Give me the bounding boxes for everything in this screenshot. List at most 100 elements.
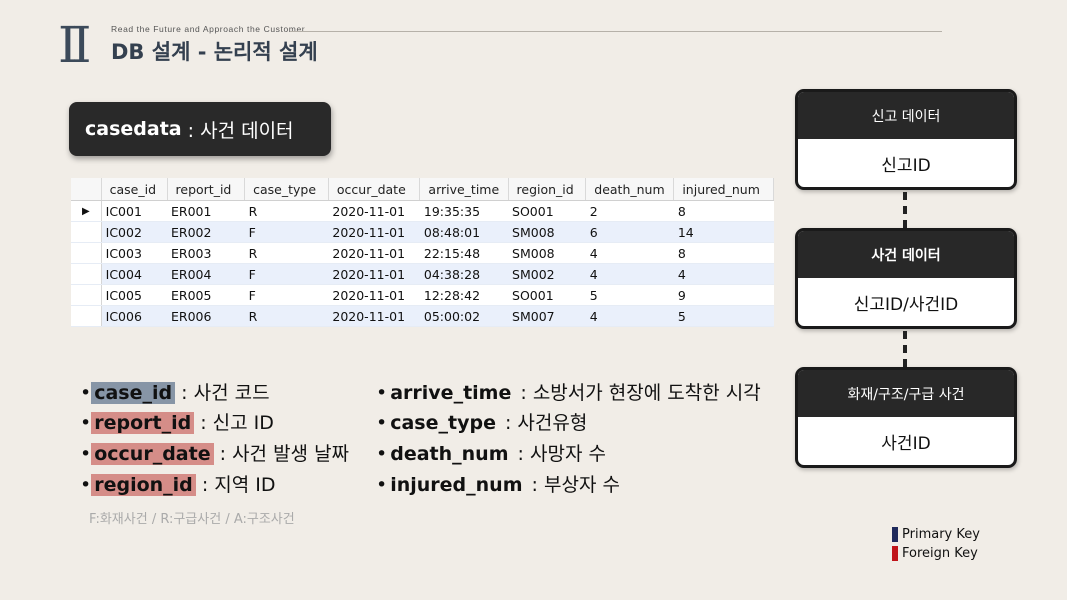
table-row[interactable]: IC006 ER006 R 2020-11-01 05:00:02 SM007 … <box>71 305 774 327</box>
cell[interactable]: 05:00:02 <box>419 305 509 327</box>
row-indicator <box>71 284 102 306</box>
bullet-desc: : 사건 발생 날짜 <box>213 443 350 465</box>
row-indicator <box>71 221 102 243</box>
row-indicator <box>71 242 102 264</box>
entity-key: 사건ID <box>881 433 931 454</box>
bullet-dot: • <box>80 443 92 465</box>
cell[interactable]: F <box>244 284 329 306</box>
row-indicator <box>71 305 102 327</box>
column-header[interactable]: case_id <box>101 178 168 201</box>
cell[interactable]: 8 <box>673 200 774 222</box>
cell[interactable]: 2020-11-01 <box>328 284 420 306</box>
cell[interactable]: 8 <box>673 242 774 264</box>
page-title: DB 설계 - 논리적 설계 <box>111 40 318 64</box>
cell[interactable]: 14 <box>673 221 774 243</box>
cell[interactable]: 2020-11-01 <box>328 242 420 264</box>
cell[interactable]: 4 <box>585 242 674 264</box>
table-row[interactable]: ▶ IC001 ER001 R 2020-11-01 19:35:35 SO00… <box>71 200 774 222</box>
bullet-desc: : 사건유형 <box>498 412 588 434</box>
cell[interactable]: 5 <box>585 284 674 306</box>
cell[interactable]: ER002 <box>167 221 245 243</box>
cell[interactable]: 4 <box>585 305 674 327</box>
cell[interactable]: 04:38:28 <box>419 263 509 285</box>
cell[interactable]: F <box>244 263 329 285</box>
cell[interactable]: 2020-11-01 <box>328 263 420 285</box>
entity-case-data: 사건 데이터 신고ID/사건ID <box>795 228 1017 329</box>
cell[interactable]: ER006 <box>167 305 245 327</box>
bullet-item: • case_id : 사건 코드 <box>80 378 270 408</box>
bullet-item: • region_id : 지역 ID <box>80 470 276 500</box>
cell[interactable]: SM008 <box>508 242 586 264</box>
cell[interactable]: 9 <box>673 284 774 306</box>
result-grid[interactable]: case_id report_id case_type occur_date a… <box>71 178 774 327</box>
bullet-desc: : 사망자 수 <box>511 443 606 465</box>
table-row[interactable]: IC005 ER005 F 2020-11-01 12:28:42 SO001 … <box>71 284 774 306</box>
cell[interactable]: SO001 <box>508 284 586 306</box>
cell[interactable]: ER003 <box>167 242 245 264</box>
column-header[interactable]: case_type <box>244 178 329 201</box>
cell[interactable]: 2020-11-01 <box>328 200 420 222</box>
cell[interactable]: 2020-11-01 <box>328 305 420 327</box>
cell[interactable]: R <box>244 200 329 222</box>
column-header[interactable]: region_id <box>508 178 587 201</box>
relationship-line <box>903 192 907 228</box>
table-row[interactable]: IC004 ER004 F 2020-11-01 04:38:28 SM002 … <box>71 263 774 285</box>
cell[interactable]: IC004 <box>101 263 168 285</box>
cell[interactable]: 22:15:48 <box>419 242 509 264</box>
bullet-dot: • <box>80 382 92 404</box>
entity-header: 신고 데이터 <box>798 92 1014 139</box>
case-type-note: F:화재사건 / R:구급사건 / A:구조사건 <box>89 512 295 527</box>
cell[interactable]: 08:48:01 <box>419 221 509 243</box>
foreign-key-label: region_id <box>91 474 196 496</box>
column-header[interactable]: occur_date <box>328 178 421 201</box>
cell[interactable]: SM008 <box>508 221 586 243</box>
cell[interactable]: 5 <box>673 305 774 327</box>
cell[interactable]: 19:35:35 <box>419 200 509 222</box>
table-row[interactable]: IC002 ER002 F 2020-11-01 08:48:01 SM008 … <box>71 221 774 243</box>
cell[interactable]: SM007 <box>508 305 586 327</box>
cell[interactable]: R <box>244 305 329 327</box>
cell[interactable]: IC001 <box>101 200 168 222</box>
entity-key: 신고ID <box>881 155 931 176</box>
column-header[interactable]: arrive_time <box>419 178 509 201</box>
primary-key-label: case_id <box>91 382 176 404</box>
entity-report-data: 신고 데이터 신고ID <box>795 89 1017 190</box>
bullet-dot: • <box>376 443 388 465</box>
cell[interactable]: IC003 <box>101 242 168 264</box>
cell[interactable]: F <box>244 221 329 243</box>
bullet-item: • injured_num : 부상자 수 <box>376 470 620 500</box>
cell[interactable]: IC006 <box>101 305 168 327</box>
legend-label: Primary Key <box>902 527 980 542</box>
cell[interactable]: ER004 <box>167 263 245 285</box>
bullet-dot: • <box>80 474 92 496</box>
table-description: : 사건 데이터 <box>181 119 294 142</box>
cell[interactable]: 2020-11-01 <box>328 221 420 243</box>
cell[interactable]: 6 <box>585 221 674 243</box>
cell[interactable]: R <box>244 242 329 264</box>
column-header[interactable]: injured_num <box>673 178 774 201</box>
table-row[interactable]: IC003 ER003 R 2020-11-01 22:15:48 SM008 … <box>71 242 774 264</box>
cell[interactable]: IC005 <box>101 284 168 306</box>
field-label: arrive_time <box>390 382 512 404</box>
foreign-key-label: occur_date <box>91 443 214 465</box>
table-name: casedata <box>85 118 182 140</box>
title-divider <box>290 31 942 32</box>
entity-incident-data: 화재/구조/구급 사건 사건ID <box>795 367 1017 468</box>
cell[interactable]: 2 <box>585 200 674 222</box>
column-header[interactable]: death_num <box>585 178 675 201</box>
cell[interactable]: 4 <box>673 263 774 285</box>
cell[interactable]: 12:28:42 <box>419 284 509 306</box>
bullet-item: • occur_date : 사건 발생 날짜 <box>80 439 349 469</box>
cell[interactable]: ER001 <box>167 200 245 222</box>
foreign-key-label: report_id <box>91 412 195 434</box>
cell[interactable]: SM002 <box>508 263 586 285</box>
row-indicator <box>71 263 102 285</box>
cell[interactable]: 4 <box>585 263 674 285</box>
cell[interactable]: ER005 <box>167 284 245 306</box>
cell[interactable]: IC002 <box>101 221 168 243</box>
column-header[interactable]: report_id <box>167 178 246 201</box>
legend-swatch <box>892 546 898 561</box>
bullet-desc: : 소방서가 현장에 도착한 시각 <box>514 382 761 404</box>
field-label: case_type <box>390 412 496 434</box>
cell[interactable]: SO001 <box>508 200 586 222</box>
